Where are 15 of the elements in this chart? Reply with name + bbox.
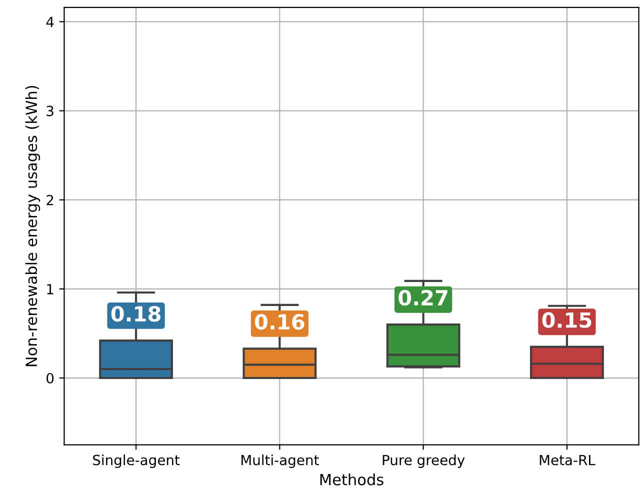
y-tick-label: 4 [46, 16, 54, 27]
x-tick-label: Pure greedy [382, 454, 465, 468]
y-tick-label: 1 [47, 284, 54, 294]
annotation: 0.16 [254, 314, 304, 330]
annotation: 0.18 [111, 306, 160, 322]
y-tick-label: 3 [46, 106, 54, 116]
x-tick-label: Multi-agent [241, 454, 319, 468]
x-tick-label: Single-agent [93, 454, 180, 468]
x-tick-label: Meta-RL [540, 454, 596, 466]
annotation: 0.15 [542, 312, 592, 328]
x-axis-title: Methods [320, 474, 384, 486]
y-tick-label: 0 [46, 372, 54, 384]
y-tick-label: 2 [46, 194, 54, 206]
y-axis-title: Non-renewable energy usages (kWh) [25, 86, 40, 366]
annotation: 0.27 [398, 290, 448, 306]
